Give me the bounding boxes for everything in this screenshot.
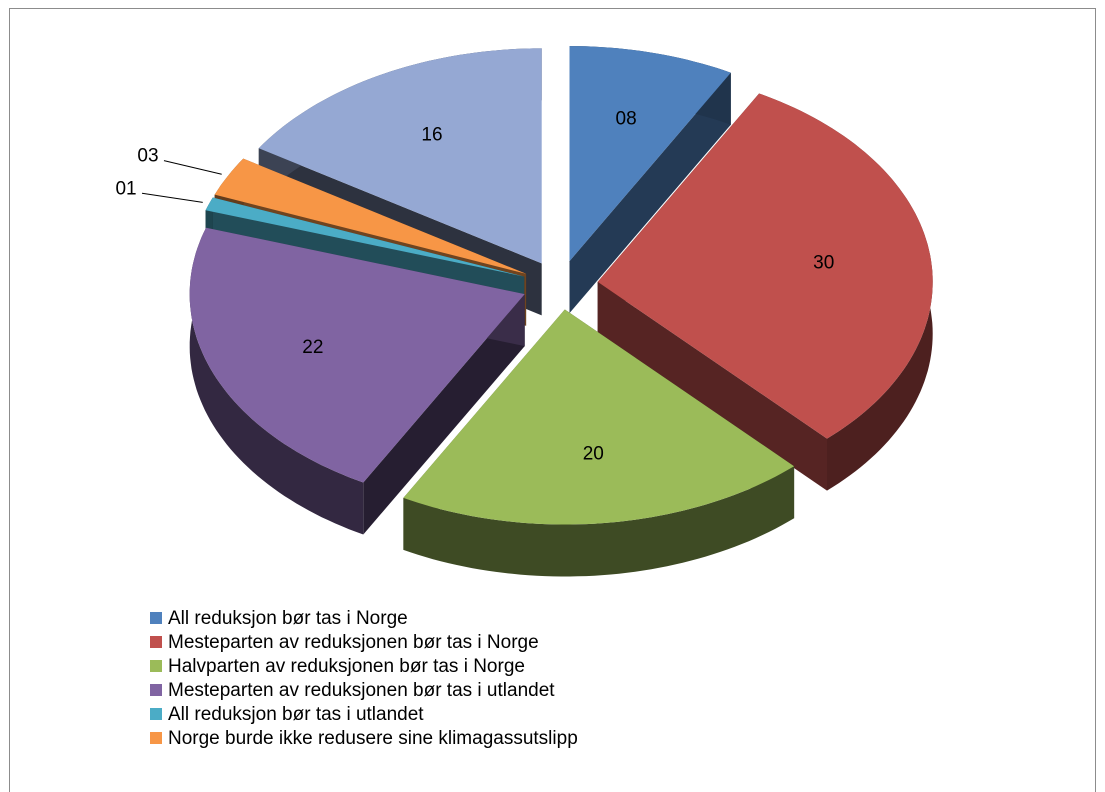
slice: [189, 227, 525, 483]
slice-side: [403, 466, 795, 577]
legend-swatch: [150, 684, 162, 696]
data-label: 08: [616, 108, 637, 129]
data-label: 01: [115, 178, 136, 199]
legend-swatch: [150, 732, 162, 744]
slice: [597, 93, 933, 439]
legend-label: All reduksjon bør tas i utlandet: [168, 704, 424, 725]
leader-line: [141, 192, 203, 203]
data-label: 30: [813, 253, 834, 274]
legend-label: Mesteparten av reduksjonen bør tas i utl…: [168, 680, 555, 701]
slice-wall: [569, 72, 731, 314]
data-label: 03: [137, 146, 158, 167]
data-label: 20: [583, 444, 604, 465]
legend-label: Mesteparten av reduksjonen bør tas i Nor…: [168, 632, 539, 653]
slice-wall: [597, 281, 827, 491]
legend-swatch: [150, 660, 162, 672]
legend-swatch: [150, 612, 162, 624]
slice: [214, 158, 527, 274]
slice: [569, 46, 731, 262]
data-label: 16: [421, 124, 442, 145]
legend: All reduksjon bør tas i Norge Mesteparten…: [150, 608, 578, 749]
data-label: 22: [302, 337, 323, 358]
slice-wall: [363, 294, 525, 535]
slice: [205, 197, 525, 277]
pie-tops: [189, 46, 933, 525]
legend-label: Halvparten av reduksjonen bør tas i Norg…: [168, 656, 525, 677]
legend-label: All reduksjon bør tas i Norge: [168, 608, 408, 629]
legend-label: Norge burde ikke redusere sine klimagass…: [168, 728, 578, 749]
leader-line: [163, 160, 222, 175]
legend-swatch: [150, 636, 162, 648]
legend-swatch: [150, 708, 162, 720]
slice: [403, 309, 795, 525]
slice-side: [189, 227, 364, 535]
slice: [258, 48, 542, 264]
